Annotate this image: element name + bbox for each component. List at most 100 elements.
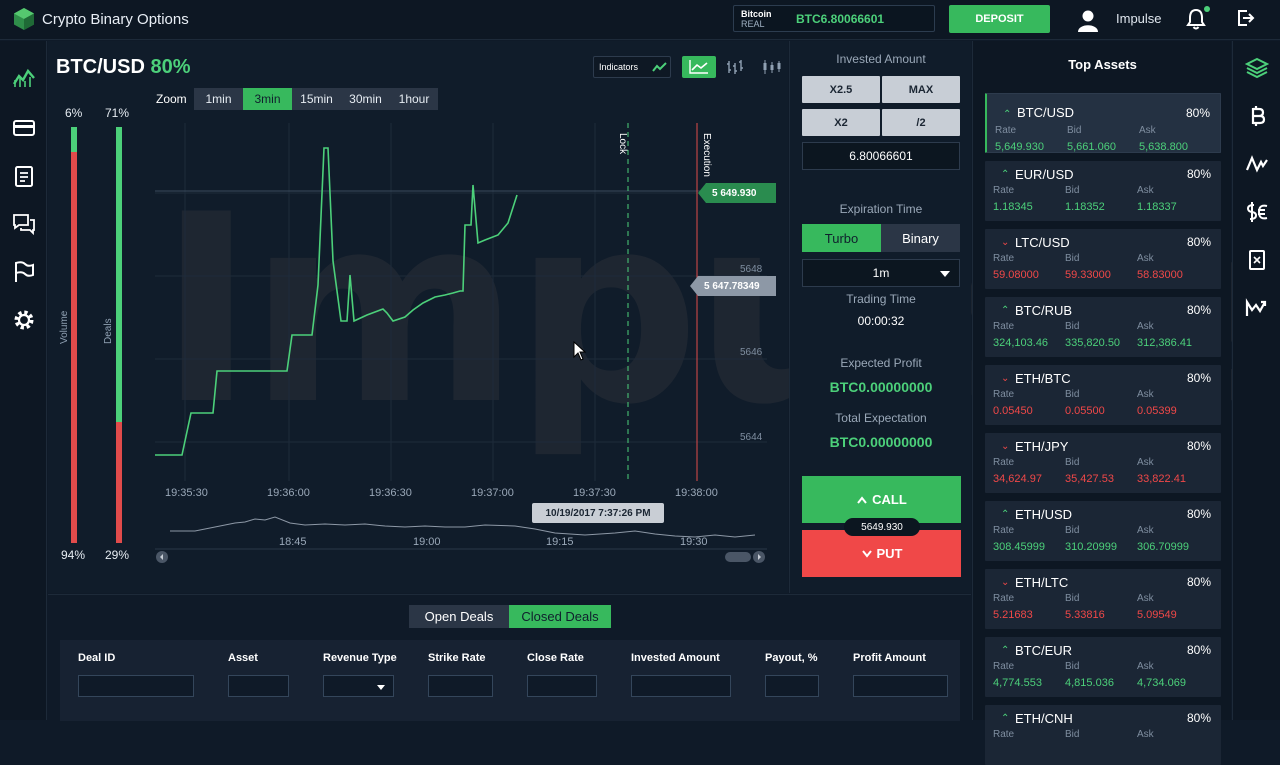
- bar-chart-type-button[interactable]: [719, 56, 753, 78]
- asset-card[interactable]: ⌄ ETH/BTC 80% Rate Bid Ask 0.05450 0.05500 0.053…: [985, 365, 1221, 425]
- line-chart-type-button[interactable]: [682, 56, 716, 78]
- account-type: REAL: [741, 19, 765, 29]
- chevron-down-icon: [940, 271, 950, 277]
- asset-name: ETH/LTC: [1015, 575, 1069, 590]
- price-chart[interactable]: [155, 123, 767, 481]
- chart-icon[interactable]: [12, 66, 36, 90]
- flag-icon[interactable]: [12, 260, 36, 284]
- trend-icon[interactable]: [1245, 296, 1269, 320]
- asset-bid: 5,661.060: [1067, 141, 1116, 153]
- asset-card[interactable]: ⌄ LTC/USD 80% Rate Bid Ask 59.08000 59.33000 58.…: [985, 229, 1221, 289]
- asset-ask: 1.18337: [1137, 201, 1177, 213]
- bell-icon[interactable]: [1186, 8, 1206, 30]
- asset-bid: 1.18352: [1065, 201, 1105, 213]
- revenue-type-filter-select[interactable]: [323, 675, 394, 697]
- asset-card[interactable]: ⌃ BTC/USD 80% Rate Bid Ask 5,649.930 5,661.060 5…: [985, 93, 1221, 153]
- multiply-2-5-button[interactable]: X2.5: [802, 76, 880, 103]
- deals-table: Deal ID Asset Revenue Type Strike Rate C…: [60, 640, 960, 721]
- left-nav: [0, 41, 47, 720]
- time-tick: 19:37:00: [471, 487, 514, 499]
- open-deals-tab[interactable]: Open Deals: [409, 605, 509, 628]
- deal-id-filter-input[interactable]: [78, 675, 194, 697]
- time-tick: 19:35:30: [165, 487, 208, 499]
- asset-card[interactable]: ⌃ BTC/EUR 80% Rate Bid Ask 4,774.553 4,815.036 4…: [985, 637, 1221, 697]
- pulse-icon[interactable]: [1245, 152, 1269, 176]
- deals-label: Deals: [103, 318, 114, 344]
- divide-2-button[interactable]: /2: [882, 109, 960, 136]
- chevron-up-icon: ⌃: [1001, 509, 1010, 520]
- zoom-3min-button[interactable]: 3min: [243, 88, 292, 110]
- strike-rate-filter-input[interactable]: [428, 675, 493, 697]
- max-button[interactable]: MAX: [882, 76, 960, 103]
- asset-bid: 335,820.50: [1065, 337, 1121, 349]
- layers-icon[interactable]: [1245, 56, 1269, 80]
- asset-rate: 324,103.46: [993, 337, 1049, 349]
- asset-card[interactable]: ⌄ ETH/LTC 80% Rate Bid Ask 5.21683 5.33816 5.095…: [985, 569, 1221, 629]
- invested-amount-input[interactable]: 6.80066601: [802, 142, 960, 170]
- zoom-15min-button[interactable]: 15min: [292, 88, 341, 110]
- trading-time-title: Trading Time: [846, 292, 916, 306]
- chevron-down-icon: ⌄: [1001, 237, 1010, 248]
- zoom-1hour-button[interactable]: 1hour: [390, 88, 438, 110]
- close-rate-filter-input[interactable]: [527, 675, 597, 697]
- deposit-button[interactable]: DEPOSIT: [949, 5, 1050, 33]
- sim-icon[interactable]: [1245, 248, 1269, 272]
- asset-bid: 5.33816: [1065, 609, 1105, 621]
- binary-tab[interactable]: Binary: [881, 224, 960, 252]
- account-selector[interactable]: Bitcoin REAL BTC6.80066601: [733, 5, 935, 32]
- zoom-1min-button[interactable]: 1min: [194, 88, 243, 110]
- asset-card[interactable]: ⌄ ETH/JPY 80% Rate Bid Ask 34,624.97 35,427.53 3…: [985, 433, 1221, 493]
- call-button[interactable]: CALL: [802, 476, 961, 523]
- asset-rate: 4,774.553: [993, 677, 1042, 689]
- clipboard-icon[interactable]: [12, 164, 36, 188]
- lock-label: Lock: [617, 133, 628, 155]
- col-profit-amount: Profit Amount: [853, 652, 926, 664]
- top-assets-panel: Top Assets ⌃ BTC/USD 80% Rate Bid Ask 5,649.93…: [972, 41, 1231, 765]
- asset-card[interactable]: ⌃ EUR/USD 80% Rate Bid Ask 1.18345 1.18352 1.183…: [985, 161, 1221, 221]
- chart-grid: [155, 123, 767, 481]
- profit-amount-filter-input[interactable]: [853, 675, 948, 697]
- asset-ask: 312,386.41: [1137, 337, 1193, 349]
- bid-label: Bid: [1065, 593, 1080, 604]
- price-tick-5644: 5644: [740, 432, 763, 443]
- multiply-2-button[interactable]: X2: [802, 109, 880, 136]
- navigator-tick: 18:45: [279, 536, 307, 548]
- payout-filter-input[interactable]: [765, 675, 819, 697]
- chat-icon[interactable]: [12, 212, 36, 236]
- gear-icon[interactable]: [12, 308, 36, 332]
- ask-label: Ask: [1137, 389, 1154, 400]
- user-avatar-icon[interactable]: [1076, 8, 1100, 32]
- navigator-scrollbar[interactable]: [155, 550, 767, 564]
- mouse-cursor-icon: [573, 341, 587, 361]
- navigator-chart[interactable]: [155, 509, 767, 559]
- chart-panel: BTC/USD 80% Indicators Zoom 1min 3min 15…: [48, 41, 1280, 593]
- logout-icon[interactable]: [1235, 8, 1255, 28]
- user-name[interactable]: Impulse: [1116, 11, 1162, 26]
- volume-meter-green: [71, 127, 77, 152]
- asset-card[interactable]: ⌃ BTC/RUB 80% Rate Bid Ask 324,103.46 335,820.5…: [985, 297, 1221, 357]
- card-icon[interactable]: [12, 116, 36, 140]
- put-button[interactable]: PUT: [802, 530, 961, 577]
- invested-amount-filter-input[interactable]: [631, 675, 731, 697]
- asset-card[interactable]: ⌃ ETH/CNH 80% Rate Bid Ask: [985, 705, 1221, 765]
- trading-time-value: 00:00:32: [857, 314, 905, 328]
- asset-filter-input[interactable]: [228, 675, 289, 697]
- expiry-select[interactable]: 1m: [802, 259, 960, 287]
- closed-deals-tab[interactable]: Closed Deals: [509, 605, 611, 628]
- col-strike-rate: Strike Rate: [428, 652, 486, 664]
- rate-label: Rate: [993, 321, 1015, 332]
- time-tick: 19:36:00: [267, 487, 310, 499]
- ask-label: Ask: [1137, 729, 1154, 740]
- asset-card[interactable]: ⌃ ETH/USD 80% Rate Bid Ask 308.45999 310.20999 3…: [985, 501, 1221, 561]
- bid-label: Bid: [1065, 661, 1080, 672]
- indicators-button[interactable]: Indicators: [593, 56, 671, 78]
- candle-chart-type-button[interactable]: [755, 56, 789, 78]
- turbo-tab[interactable]: Turbo: [802, 224, 881, 252]
- indicators-icon: [652, 62, 667, 72]
- ask-label: Ask: [1137, 321, 1154, 332]
- currency-icon[interactable]: [1245, 200, 1269, 224]
- asset-bid: 59.33000: [1065, 269, 1111, 281]
- bitcoin-icon[interactable]: [1245, 104, 1269, 128]
- zoom-30min-button[interactable]: 30min: [341, 88, 390, 110]
- asset-ask: 5.09549: [1137, 609, 1177, 621]
